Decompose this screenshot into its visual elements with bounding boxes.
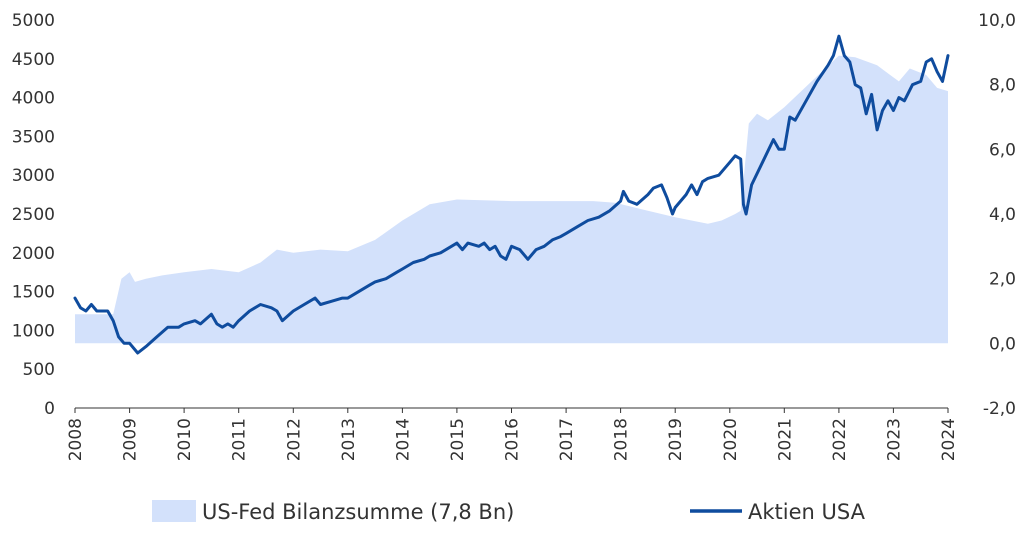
left-y-tick-label: 2000: [12, 244, 55, 264]
right-y-tick-label: 0,0: [989, 334, 1016, 354]
x-tick-label: 2016: [503, 418, 523, 461]
left-y-tick-label: 1500: [12, 283, 55, 303]
right-y-tick-label: 2,0: [989, 270, 1016, 290]
left-y-tick-label: 4500: [12, 50, 55, 70]
right-y-tick-label: 8,0: [989, 76, 1016, 96]
x-tick-label: 2008: [66, 418, 86, 461]
x-tick-label: 2020: [721, 418, 741, 461]
fed-balance-area: [75, 55, 948, 344]
x-tick-label: 2018: [612, 418, 632, 461]
legend-label-fed-balance: US-Fed Bilanzsumme (7,8 Bn): [202, 500, 514, 524]
plot-area: [73, 34, 950, 355]
right-y-tick-label: -2,0: [983, 399, 1016, 419]
x-axis: 2008 2009 2010 2011 2012 2013 2014 2015 2016 2017…: [66, 407, 959, 461]
x-tick-label: 2013: [339, 418, 359, 461]
x-tick-label: 2011: [230, 418, 250, 461]
legend-label-us-stocks: Aktien USA: [748, 500, 866, 524]
x-tick-label: 2019: [666, 418, 686, 461]
left-y-tick-label: 2500: [12, 205, 55, 225]
x-tick-label: 2021: [775, 418, 795, 461]
left-y-tick-label: 3000: [12, 166, 55, 186]
left-y-tick-label: 500: [23, 360, 55, 380]
legend-swatch-fed-balance: [152, 500, 196, 522]
us-stocks-line: [73, 34, 950, 355]
x-tick-label: 2010: [175, 418, 195, 461]
left-y-tick-label: 1000: [12, 321, 55, 341]
legend: US-Fed Bilanzsumme (7,8 Bn) Aktien USA: [152, 500, 866, 524]
right-y-axis: -2,0 0,0 2,0 4,0 6,0 8,0 10,0: [978, 11, 1016, 419]
left-y-tick-label: 5000: [12, 11, 55, 31]
right-y-tick-label: 6,0: [989, 140, 1016, 160]
x-tick-label: 2012: [284, 418, 304, 461]
x-tick-label: 2024: [939, 418, 959, 461]
right-y-tick-label: 10,0: [978, 11, 1016, 31]
x-tick-label: 2022: [830, 418, 850, 461]
left-y-tick-label: 3500: [12, 127, 55, 147]
left-y-tick-label: 0: [44, 399, 55, 419]
x-tick-label: 2017: [557, 418, 577, 461]
left-y-tick-label: 4000: [12, 89, 55, 109]
x-tick-label: 2023: [884, 418, 904, 461]
right-y-tick-label: 4,0: [989, 205, 1016, 225]
x-tick-label: 2015: [448, 418, 468, 461]
left-y-axis: 0 500 1000 1500 2000 2500 3000 3500 4000 4500 5000: [12, 11, 55, 419]
x-tick-label: 2009: [121, 418, 141, 461]
x-tick-label: 2014: [393, 418, 413, 461]
